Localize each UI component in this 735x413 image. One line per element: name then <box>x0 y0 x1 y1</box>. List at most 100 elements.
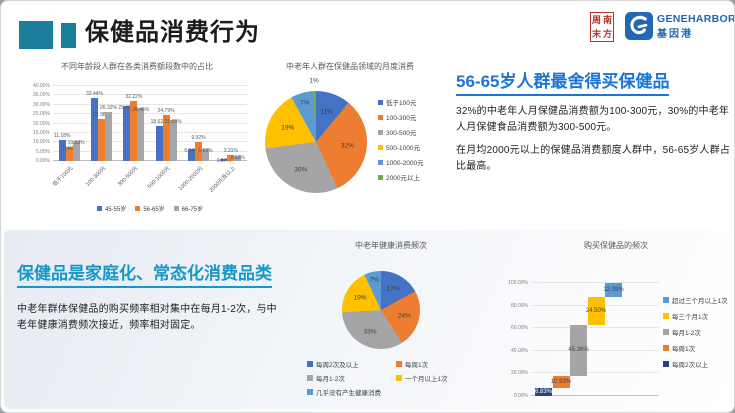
bar-segment: 11.18% <box>54 133 70 161</box>
gridline <box>531 349 659 351</box>
legend-swatch <box>663 313 669 319</box>
bar-value-label: 6.83% <box>534 389 553 396</box>
legend-swatch <box>378 114 383 120</box>
x-axis-label: 500-1000元 <box>147 162 182 196</box>
gridline <box>531 282 659 283</box>
legend-swatch <box>663 329 669 335</box>
bar-segment: 24.79% <box>158 108 175 161</box>
bar-value-label: 9.92% <box>191 135 206 142</box>
legend-item: 一个月以上1次 <box>396 373 485 383</box>
legend-label: 一个月以上1次 <box>405 376 448 383</box>
gridline <box>531 327 659 329</box>
y-axis-tick-label: 15.00% <box>33 129 50 136</box>
pie2-legend: 每周2次及以上 每周1次 每月1-2次 一个月以上1次 几乎没有产生健康消费 <box>307 359 485 397</box>
legend-swatch <box>378 129 383 135</box>
legend-swatch <box>378 174 383 180</box>
waterfall-bar: 6.83% <box>535 388 552 396</box>
legend-label: 每周1次 <box>405 362 429 369</box>
x-axis-label-text: 300-500元 <box>117 165 140 188</box>
gridline <box>531 372 659 374</box>
waterfall-bar: 45.36% <box>568 324 589 376</box>
bar-segment: 22.38% <box>93 112 110 161</box>
pie1-legend: 低于100元 100-300元 300-500元 500-1000元 1000-2000… <box>378 97 424 182</box>
bar-value-label: 10.53% <box>67 140 85 147</box>
title-accent-bar-small <box>61 23 76 48</box>
bar-chart-legend: 45-55岁 56-65岁 66-75岁 <box>53 204 247 213</box>
pie-value-label: 24% <box>397 312 411 320</box>
y-axis-tick-label: 20.00% <box>511 370 528 377</box>
bar-segment: 10.53% <box>68 140 85 161</box>
gridline <box>53 94 247 96</box>
bar-segment: 3.31% <box>224 148 238 161</box>
bar-segment: 29.46% <box>118 105 135 161</box>
pie-value-label: 30% <box>294 166 308 174</box>
bar-segment: 0.97% <box>217 158 231 164</box>
legend-label: 每周2次以上 <box>672 362 709 369</box>
legend-swatch <box>96 206 102 211</box>
seal-char: 末 <box>591 28 601 39</box>
southern-weekly-seal-logo: 周 南 末 方 <box>590 12 614 42</box>
legend-swatch <box>378 159 383 165</box>
pie-value-label: 33% <box>363 328 377 336</box>
legend-item: 超过三个月以上1次 <box>663 295 728 305</box>
bar-value-label: 6.34% <box>184 148 199 155</box>
legend-swatch <box>378 99 383 105</box>
gridline <box>53 113 247 115</box>
bar-group: 18.62% 24.79% 21.65% <box>151 86 182 161</box>
y-axis-tick-label: 0.00% <box>513 393 528 399</box>
y-axis-tick-label: 60.00% <box>511 325 528 332</box>
insight-left-paragraph: 中老年群体保健品的购买频率相对集中在每月1-2次，与中老年健康消费频次接近，频率… <box>17 304 277 331</box>
x-axis-label-text: 100-300元 <box>84 165 108 188</box>
bar-value-label: 45.36% <box>568 347 589 354</box>
bar-value-label: 26.32% <box>100 104 117 111</box>
legend-label: 2000元以上 <box>386 175 420 182</box>
gridline <box>53 150 247 152</box>
bar-segment: 33.44% <box>86 91 103 161</box>
gridline <box>53 131 247 133</box>
y-axis-tick-label: 10.00% <box>33 139 50 146</box>
legend-label: 低于100元 <box>386 100 417 107</box>
legend-swatch <box>663 361 669 367</box>
legend-item: 每周1次 <box>396 359 485 369</box>
bar-group: 29.46% 32.22% 28.46% <box>118 86 149 161</box>
bar-segment: 26.32% <box>100 105 117 161</box>
legend-label: 几乎没有产生健康消费 <box>316 390 381 397</box>
bar-value-label: 28.46% <box>132 106 150 113</box>
seal-char: 周 <box>591 14 601 25</box>
pie-value-label: 32% <box>340 142 354 150</box>
bar-value-label: 3.31% <box>223 147 238 154</box>
legend-item: 56-65岁 <box>135 204 165 213</box>
legend-item: 每周1次 <box>663 343 728 353</box>
insight-right-paragraph-2: 在月均2000元以上的保健品消费额度人群中，56-65岁人群占比最高。 <box>456 145 731 172</box>
legend-label: 45-55岁 <box>104 207 127 213</box>
bar-segment: 7.44% <box>62 146 76 161</box>
legend-item: 每周2次及以上 <box>307 359 396 369</box>
gridline <box>53 122 247 124</box>
y-axis-tick-label: 40.00% <box>511 347 528 354</box>
legend-swatch <box>663 297 669 303</box>
legend-swatch <box>378 144 383 150</box>
pie-circle <box>265 91 367 193</box>
y-axis-tick-label: 25.00% <box>33 111 50 118</box>
gridline <box>53 103 247 105</box>
legend-item: 100-300元 <box>378 112 424 122</box>
legend-item: 每三个月1次 <box>663 311 728 321</box>
bar-value-label: 29.46% <box>118 104 136 111</box>
legend-label: 1000-2000元 <box>386 160 424 167</box>
legend-item: 1000-2000元 <box>378 157 424 167</box>
x-axis-label: 2000元及以上 <box>208 162 247 196</box>
bar-value-label: 6.63% <box>198 147 213 154</box>
seal-char: 南 <box>602 14 612 25</box>
pie1-title: 中老年人群在保健品领域的月度消费 <box>286 62 414 71</box>
title-accent-bar-large <box>19 21 53 49</box>
gridline <box>53 141 247 143</box>
bar-segment: 9.92% <box>191 135 206 161</box>
legend-swatch <box>135 206 141 211</box>
insight-left-heading: 保健品是家庭化、常态化消费品类 <box>17 259 272 288</box>
bar-segment: 2.63% <box>231 155 245 161</box>
pie-value-label: 17% <box>386 285 400 293</box>
legend-swatch <box>396 361 402 367</box>
bar-value-label: 18.62% <box>150 119 168 126</box>
y-axis-tick-label: 30.00% <box>33 101 50 108</box>
